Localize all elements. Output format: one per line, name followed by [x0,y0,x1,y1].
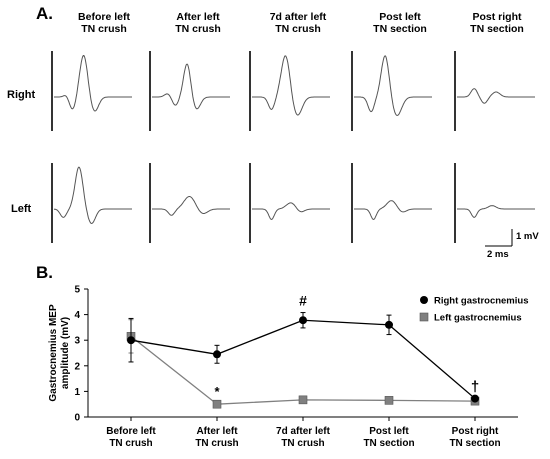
y-tick-label: 1 [74,387,80,398]
x-tick-label-line: TN crush [195,438,238,449]
y-tick-label: 3 [74,336,80,347]
x-tick-label-line: After left [196,426,238,437]
significance-marker: † [471,379,479,396]
legend-label: Left gastrocnemius [434,313,522,324]
legend-marker-square [419,312,429,322]
emg-trace [354,200,432,221]
emg-trace [354,55,432,116]
x-tick-label-line: 7d after left [276,426,331,437]
column-header-7d-after-crush: 7d after left TN crush [269,11,327,35]
column-header-before-crush: Before left TN crush [78,11,130,35]
x-tick-label-line: TN section [363,438,414,449]
emg-trace [252,202,330,221]
x-tick-label: Post right TN section [449,426,500,449]
data-point-circle [299,316,307,325]
emg-traces [51,51,535,243]
column-header-post-left-section: Post left TN section [373,11,427,35]
row-label-right: Right [7,89,36,101]
x-tick-label-line: Before left [106,426,156,437]
panel-b-letter: B. [36,263,53,282]
data-point-square [298,395,308,405]
legend-marker-circle [420,296,428,304]
y-axis-label: Gastrocnemius MEPamplitude (mV) [48,304,71,402]
x-tick-label-line: TN crush [281,438,324,449]
x-tick-label: Before left TN crush [106,426,156,449]
data-point-circle [213,350,221,359]
y-tick-label: 0 [74,413,80,424]
row-label-left: Left [11,203,32,215]
series-line [130,319,476,400]
x-tick-label-line: Post left [369,426,409,437]
data-point-square [384,396,394,405]
emg-trace [457,88,535,104]
emg-trace [457,205,535,218]
column-header-after-crush: After left TN crush [175,11,221,35]
panel-a-letter: A. [36,4,53,23]
x-tick-label: Post left TN section [363,426,414,449]
y-axis-label-line: Gastrocnemius MEP [48,304,59,402]
y-tick-label: 5 [74,285,80,296]
emg-trace [152,196,230,216]
y-axis-label-line: amplitude (mV) [60,317,71,389]
significance-marker: # [299,293,307,309]
significance-marker: * [214,384,220,399]
x-tick-label: 7d after left TN crush [276,426,331,449]
scale-bar [485,229,513,247]
data-point-circle [385,320,393,329]
y-tick-label: 2 [74,361,80,372]
data-point-square [212,399,222,409]
series-line [130,335,476,405]
scale-label-time: 2 ms [487,249,509,260]
column-header-post-right-section: Post right TN section [470,11,524,35]
data-point-circle [471,394,479,403]
emg-trace [54,55,132,112]
data-point-circle [127,336,135,345]
y-tick-label: 4 [74,310,80,321]
legend-label: Right gastrocnemius [434,296,529,307]
emg-trace [53,166,132,225]
x-tick-label-line: TN crush [109,438,152,449]
x-tick-label-line: TN section [449,438,500,449]
emg-trace [152,63,230,110]
emg-trace [252,55,330,116]
scale-label-voltage: 1 mV [516,231,539,242]
x-tick-label-line: Post right [452,426,499,437]
x-tick-label: After left TN crush [195,426,238,449]
